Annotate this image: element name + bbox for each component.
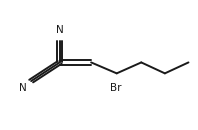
Text: Br: Br: [110, 83, 121, 93]
Text: N: N: [19, 83, 27, 93]
Text: N: N: [56, 25, 64, 35]
